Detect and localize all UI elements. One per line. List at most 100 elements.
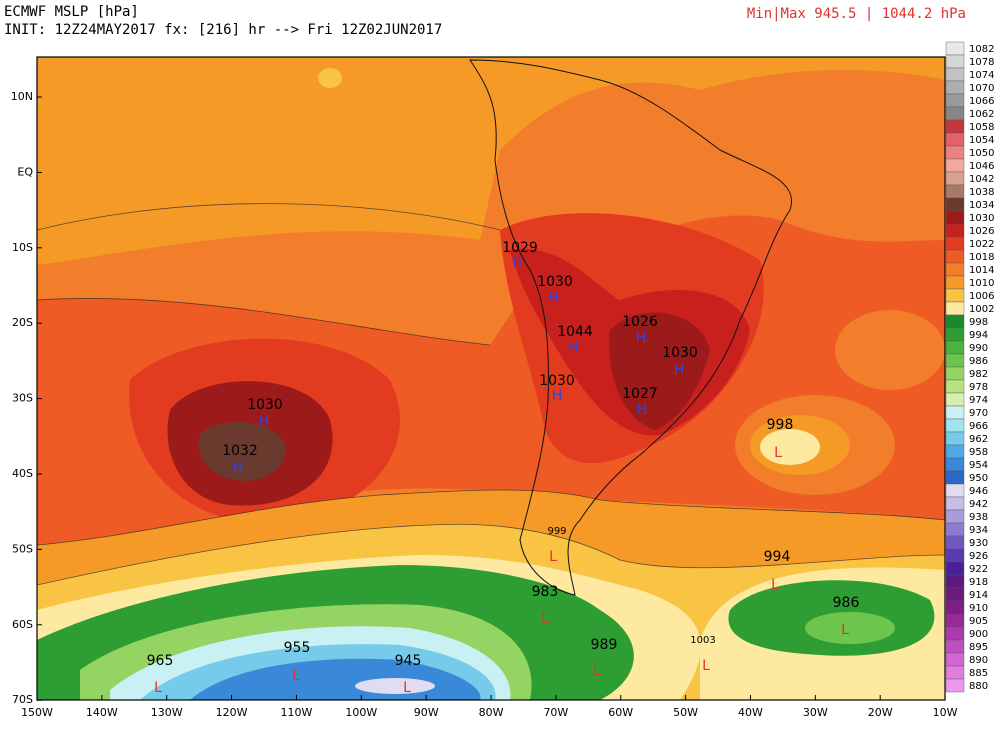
colorbar-label: 1050 (969, 148, 994, 159)
header-init: INIT: 12Z24MAY2017 fx: [216] hr --> Fri … (4, 22, 442, 38)
colorbar-swatch (945, 262, 965, 277)
colorbar-label: 958 (969, 447, 988, 458)
colorbar-swatch (945, 210, 965, 225)
center-value: 1026 (622, 314, 658, 330)
center-value: 1027 (622, 386, 658, 402)
colorbar-swatch (945, 327, 965, 342)
colorbar-swatch (945, 522, 965, 537)
colorbar-swatch (945, 314, 965, 329)
colorbar-swatch (945, 600, 965, 615)
colorbar-swatch (945, 353, 965, 368)
colorbar-swatch (945, 301, 965, 316)
colorbar-swatch (945, 197, 965, 212)
colorbar-label: 890 (969, 655, 988, 666)
lat-label: 20S (12, 316, 33, 329)
colorbar-label: 982 (969, 369, 988, 380)
colorbar-label: 970 (969, 408, 988, 419)
colorbar-label: 1074 (969, 70, 994, 81)
center-marker: H (548, 290, 559, 306)
center-value: 1032 (222, 443, 258, 459)
colorbar-swatch (945, 535, 965, 550)
colorbar-swatch (945, 236, 965, 251)
lon-label: 50W (673, 706, 698, 719)
colorbar-label: 986 (969, 356, 988, 367)
colorbar-swatch (945, 223, 965, 238)
colorbar-label: 1066 (969, 96, 994, 107)
center-value: 1030 (539, 373, 575, 389)
colorbar-label: 930 (969, 538, 988, 549)
colorbar-label: 1062 (969, 109, 994, 120)
colorbar-swatch (945, 444, 965, 459)
colorbar-swatch (945, 132, 965, 147)
colorbar: 1082 1078 1074 1070 1066 1062 1058 1054 1050 1046… (945, 41, 994, 693)
colorbar-label: 885 (969, 668, 988, 679)
lat-label: 70S (12, 693, 33, 706)
colorbar-label: 1054 (969, 135, 994, 146)
colorbar-label: 914 (969, 590, 988, 601)
colorbar-swatch (945, 496, 965, 511)
lon-label: 150W (21, 706, 53, 719)
colorbar-label: 974 (969, 395, 988, 406)
colorbar-label: 895 (969, 642, 988, 653)
center-marker: L (549, 549, 557, 565)
center-value: 965 (147, 653, 174, 669)
colorbar-label: 938 (969, 512, 988, 523)
lon-label: 30W (803, 706, 828, 719)
colorbar-swatch (945, 106, 965, 121)
lon-label: 10W (933, 706, 958, 719)
colorbar-swatch (945, 171, 965, 186)
center-value: 945 (395, 653, 422, 669)
lon-label: 120W (216, 706, 248, 719)
lon-label: 70W (543, 706, 568, 719)
colorbar-label: 950 (969, 473, 988, 484)
map-field (36, 56, 946, 701)
center-marker: L (154, 680, 162, 696)
colorbar-label: 905 (969, 616, 988, 627)
lat-label: 30S (12, 392, 33, 405)
lon-label: 20W (868, 706, 893, 719)
center-marker: L (771, 577, 779, 593)
colorbar-swatch (945, 509, 965, 524)
colorbar-swatch (945, 340, 965, 355)
center-marker: H (674, 362, 685, 378)
lat-label: 10N (11, 90, 33, 103)
center-value: 999 (547, 526, 566, 537)
colorbar-label: 922 (969, 564, 988, 575)
center-marker: H (636, 330, 647, 346)
center-value: 1030 (662, 345, 698, 361)
colorbar-swatch (945, 548, 965, 563)
colorbar-swatch (945, 561, 965, 576)
colorbar-swatch (945, 249, 965, 264)
colorbar-swatch (945, 288, 965, 303)
center-marker: H (568, 340, 579, 356)
lon-label: 90W (414, 706, 439, 719)
colorbar-swatch (945, 613, 965, 628)
colorbar-label: 910 (969, 603, 988, 614)
colorbar-label: 1058 (969, 122, 994, 133)
colorbar-swatch (945, 366, 965, 381)
colorbar-swatch (945, 587, 965, 602)
center-value: 1044 (557, 324, 593, 340)
center-marker: L (292, 668, 300, 684)
colorbar-swatch (945, 392, 965, 407)
colorbar-swatch (945, 626, 965, 641)
colorbar-swatch (945, 184, 965, 199)
colorbar-swatch (945, 431, 965, 446)
colorbar-label: 990 (969, 343, 988, 354)
colorbar-label: 994 (969, 330, 988, 341)
colorbar-swatch (945, 665, 965, 680)
lon-label: 110W (281, 706, 313, 719)
colorbar-swatch (945, 158, 965, 173)
lon-label: 80W (479, 706, 504, 719)
colorbar-label: 1002 (969, 304, 994, 315)
center-value: 1029 (502, 240, 538, 256)
colorbar-swatch (945, 80, 965, 95)
colorbar-swatch (945, 405, 965, 420)
colorbar-swatch (945, 652, 965, 667)
colorbar-label: 918 (969, 577, 988, 588)
lat-label: 60S (12, 618, 33, 631)
colorbar-label: 1010 (969, 278, 994, 289)
center-value: 986 (833, 595, 860, 611)
colorbar-swatch (945, 470, 965, 485)
